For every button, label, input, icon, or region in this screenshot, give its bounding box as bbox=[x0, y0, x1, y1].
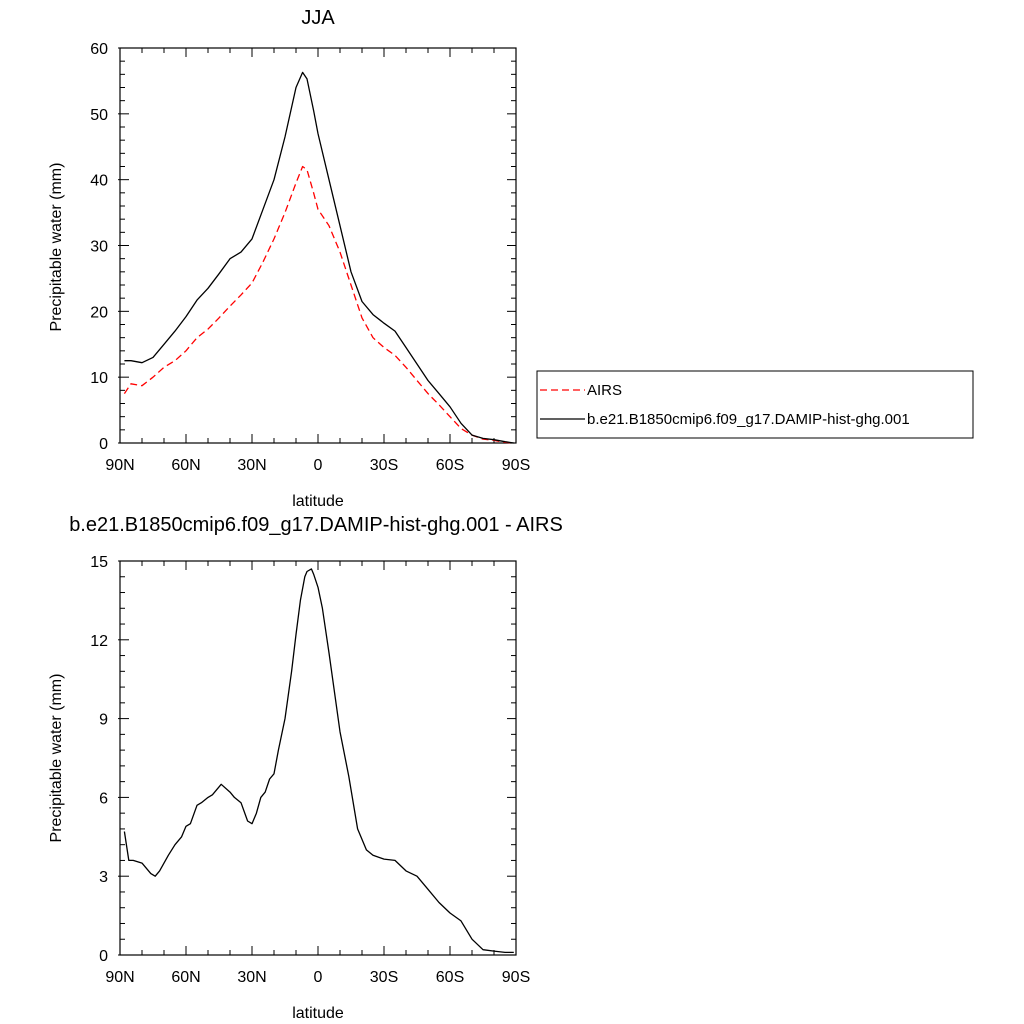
legend-box bbox=[536, 370, 974, 439]
y-tick-label: 0 bbox=[99, 948, 108, 965]
x-tick-label: 30N bbox=[237, 457, 266, 474]
plot-frame bbox=[119, 560, 517, 956]
series-line-1 bbox=[124, 71, 514, 444]
x-tick-label: 60S bbox=[436, 969, 464, 986]
y-axis-label: Precipitable water (mm) bbox=[48, 163, 65, 332]
series-line-0 bbox=[123, 568, 514, 954]
x-tick-label: 0 bbox=[314, 969, 323, 986]
y-tick-label: 30 bbox=[90, 239, 108, 256]
axes-frame: 90N 60N 30N 0 30S 60S 90S 0 3 6 9 12 15 bbox=[90, 554, 530, 986]
x-tick-label: 60N bbox=[171, 969, 200, 986]
y-tick-label: 10 bbox=[90, 370, 108, 387]
x-tick-label: 60N bbox=[171, 457, 200, 474]
y-tick-label: 60 bbox=[90, 41, 108, 58]
x-tick-label: 30S bbox=[370, 969, 398, 986]
x-tick-label: 30N bbox=[237, 969, 266, 986]
y-tick-label: 40 bbox=[90, 173, 108, 190]
legend-label-model: b.e21.B1850cmip6.f09_g17.DAMIP-hist-ghg.… bbox=[587, 411, 910, 428]
y-axis-label: Precipitable water (mm) bbox=[48, 674, 65, 843]
y-tick-label: 15 bbox=[90, 554, 108, 571]
x-tick-label: 90N bbox=[105, 457, 134, 474]
jja-chart: JJA 90N 60N 30N 0 30S 60S 90S 0 10 20 30 40 50 60 lat… bbox=[48, 7, 974, 510]
series-layer bbox=[123, 568, 514, 954]
x-tick-label: 90S bbox=[502, 457, 530, 474]
y-tick-label: 12 bbox=[90, 633, 108, 650]
x-axis-label: latitude bbox=[292, 1005, 344, 1022]
legend-label-airs: AIRS bbox=[587, 382, 622, 399]
x-tick-label: 90N bbox=[105, 969, 134, 986]
series-line-0 bbox=[123, 165, 514, 444]
chart-title: JJA bbox=[301, 7, 335, 29]
x-axis-label: latitude bbox=[292, 493, 344, 510]
axes-frame: 90N 60N 30N 0 30S 60S 90S 0 10 20 30 40 50 60 bbox=[90, 41, 530, 474]
chart-title: b.e21.B1850cmip6.f09_g17.DAMIP-hist-ghg.… bbox=[69, 514, 563, 536]
y-tick-label: 0 bbox=[99, 436, 108, 453]
series-layer bbox=[123, 71, 514, 444]
y-tick-label: 6 bbox=[99, 790, 108, 807]
x-tick-label: 90S bbox=[502, 969, 530, 986]
plot-frame bbox=[119, 47, 517, 444]
x-tick-label: 30S bbox=[370, 457, 398, 474]
x-tick-label: 0 bbox=[314, 457, 323, 474]
y-tick-label: 50 bbox=[90, 107, 108, 124]
y-tick-label: 9 bbox=[99, 712, 108, 729]
x-tick-label: 60S bbox=[436, 457, 464, 474]
y-tick-label: 3 bbox=[99, 869, 108, 886]
legend: AIRS b.e21.B1850cmip6.f09_g17.DAMIP-hist… bbox=[536, 370, 974, 439]
difference-chart: b.e21.B1850cmip6.f09_g17.DAMIP-hist-ghg.… bbox=[48, 514, 563, 1022]
y-tick-label: 20 bbox=[90, 304, 108, 321]
